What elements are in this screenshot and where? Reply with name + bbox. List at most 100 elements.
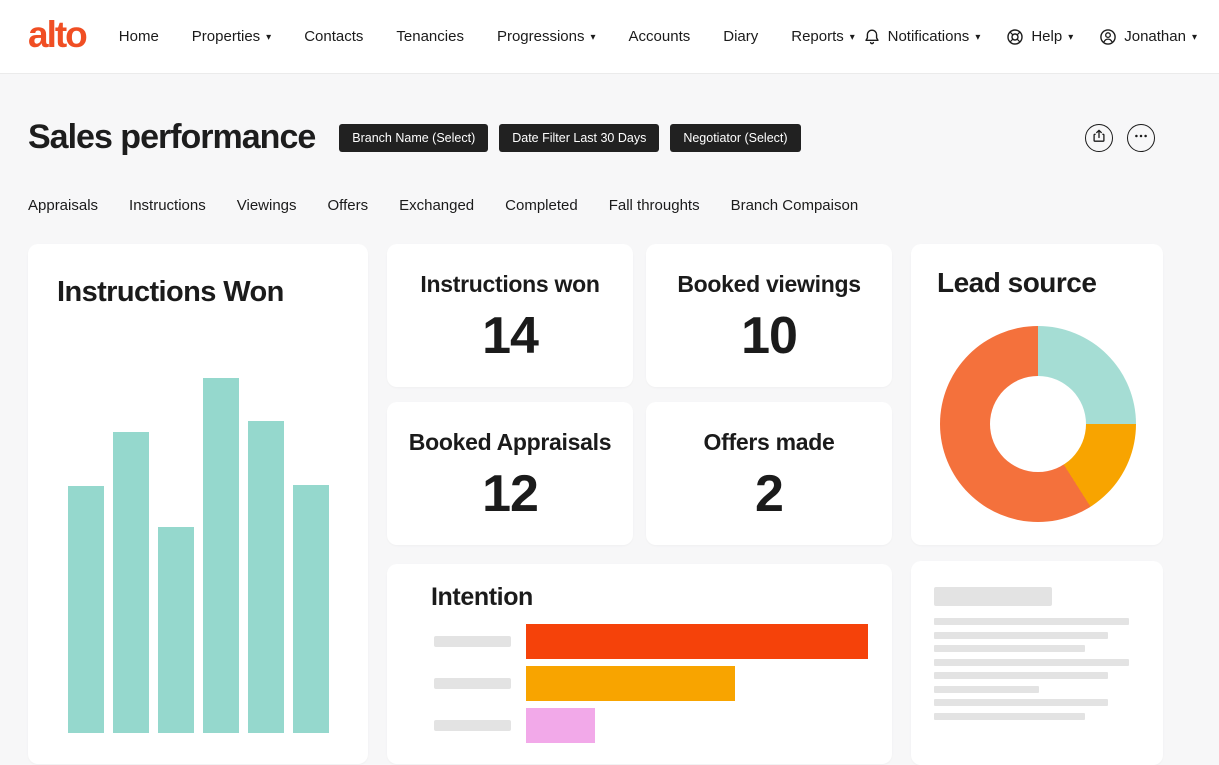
loading-placeholder-card — [911, 561, 1163, 765]
intention-chart-card: Intention — [387, 564, 892, 764]
middle-column: Instructions won 14 Booked viewings 10 Booke… — [387, 244, 892, 764]
tab-branch-compaison[interactable]: Branch Compaison — [730, 197, 859, 214]
kpi-label: Booked viewings — [677, 271, 861, 297]
kpi-label: Instructions won — [420, 271, 600, 297]
category-placeholder — [434, 720, 511, 731]
kpi-card-instructions-won: Instructions won 14 — [387, 244, 633, 387]
nav-item-accounts[interactable]: Accounts — [629, 28, 691, 45]
page-actions — [1085, 123, 1155, 152]
tab-completed[interactable]: Completed — [505, 197, 578, 214]
util-item-label: Help — [1031, 28, 1063, 45]
intention-bar-chart — [387, 624, 892, 743]
util-item-label: Notifications — [887, 28, 970, 45]
nav-item-progressions[interactable]: Progressions ▾ — [497, 28, 596, 45]
nav-item-tenancies[interactable]: Tenancies — [396, 28, 464, 45]
title-row: Sales performance Branch Name (Select) Da… — [28, 118, 1191, 157]
util-item-jonathan[interactable]: Jonathan ▾ — [1098, 27, 1197, 47]
kpi-grid: Instructions won 14 Booked viewings 10 Booke… — [387, 244, 892, 545]
chevron-down-icon: ▾ — [590, 31, 596, 43]
intention-chart-title: Intention — [431, 583, 533, 611]
bell-icon — [862, 27, 882, 47]
placeholder-line — [934, 618, 1129, 625]
intention-row — [387, 666, 892, 701]
placeholder-line — [934, 658, 1129, 666]
nav-item-label: Properties — [191, 28, 261, 45]
nav-item-label: Home — [118, 28, 159, 45]
placeholder-line — [934, 645, 1085, 652]
bar — [203, 378, 239, 733]
nav-item-label: Reports — [791, 28, 844, 45]
instructions-won-bar-chart — [68, 378, 329, 733]
bar — [526, 624, 868, 659]
bar — [158, 527, 194, 733]
intention-row — [387, 708, 892, 743]
chevron-down-icon: ▾ — [975, 31, 981, 43]
nav-item-home[interactable]: Home — [119, 28, 159, 45]
right-column: Lead source — [911, 244, 1163, 765]
nav-item-diary[interactable]: Diary — [723, 28, 758, 45]
placeholder-line — [934, 672, 1108, 679]
intention-row — [387, 624, 892, 659]
utility-nav: Notifications ▾ Help ▾ Jonathan ▾ — [862, 27, 1197, 47]
nav-item-label: Tenancies — [396, 28, 464, 45]
nav-item-label: Accounts — [628, 28, 691, 45]
nav-item-properties[interactable]: Properties ▾ — [192, 28, 271, 45]
kpi-card-booked-viewings: Booked viewings 10 — [646, 244, 892, 387]
lifebuoy-icon — [1005, 27, 1025, 47]
util-item-notifications[interactable]: Notifications ▾ — [862, 27, 981, 47]
share-button[interactable] — [1085, 123, 1113, 152]
kpi-value: 10 — [741, 307, 798, 365]
more-button[interactable] — [1127, 123, 1155, 152]
util-item-help[interactable]: Help ▾ — [1005, 27, 1073, 47]
kpi-value: 14 — [482, 307, 539, 365]
instructions-won-chart-card: Instructions Won — [28, 244, 368, 764]
bar — [68, 486, 104, 733]
kpi-value: 12 — [482, 465, 539, 523]
nav-item-contacts[interactable]: Contacts — [304, 28, 363, 45]
alto-logo[interactable]: alto — [28, 14, 88, 55]
tab-exchanged[interactable]: Exchanged — [399, 197, 475, 214]
kpi-label: Booked Appraisals — [408, 429, 612, 455]
cards-grid: Instructions Won Instructions won 14 Booke… — [28, 244, 1191, 765]
nav-item-label: Progressions — [496, 28, 585, 45]
instructions-won-chart-title: Instructions Won — [57, 276, 284, 308]
placeholder-line — [934, 712, 1085, 720]
nav-item-label: Diary — [723, 28, 759, 45]
chevron-down-icon: ▾ — [1191, 31, 1197, 43]
filter-chip-date-filter-last-30-days[interactable]: Date Filter Last 30 Days — [499, 123, 660, 152]
more-icon — [1133, 128, 1149, 147]
tab-instructions[interactable]: Instructions — [129, 197, 206, 214]
category-placeholder — [434, 636, 511, 647]
lead-source-chart-title: Lead source — [937, 267, 1097, 298]
chevron-down-icon: ▾ — [266, 31, 272, 43]
bar — [293, 485, 329, 733]
bar — [526, 708, 595, 743]
chevron-down-icon: ▾ — [1068, 31, 1074, 43]
placeholder-line — [934, 631, 1108, 639]
bar — [113, 432, 149, 733]
top-nav-bar: alto Home Properties ▾ Contacts Tenancies Pro… — [0, 0, 1219, 74]
nav-item-reports[interactable]: Reports ▾ — [791, 28, 855, 45]
bar — [248, 421, 284, 733]
primary-nav: Home Properties ▾ Contacts Tenancies Progress… — [119, 28, 855, 45]
filter-chip-negotiator-select[interactable]: Negotiator (Select) — [670, 123, 801, 152]
lead-source-donut-chart — [940, 326, 1136, 522]
placeholder-lines — [934, 618, 1163, 720]
tab-offers[interactable]: Offers — [327, 197, 369, 214]
bar — [526, 666, 735, 701]
filter-chip-branch-name-select[interactable]: Branch Name (Select) — [339, 123, 489, 152]
chevron-down-icon: ▾ — [849, 31, 855, 43]
kpi-card-offers-made: Offers made 2 — [646, 402, 892, 545]
placeholder-line — [934, 685, 1039, 693]
category-placeholder — [434, 678, 511, 689]
report-tabs: Appraisals Instructions Viewings Offers Exch… — [28, 197, 1191, 214]
kpi-label: Offers made — [703, 429, 835, 455]
tab-viewings[interactable]: Viewings — [236, 197, 297, 214]
page-title: Sales performance — [28, 118, 316, 156]
share-icon — [1091, 128, 1107, 147]
nav-item-label: Contacts — [304, 28, 364, 45]
user-icon — [1098, 27, 1118, 47]
lead-source-chart-card: Lead source — [911, 244, 1163, 545]
tab-appraisals[interactable]: Appraisals — [28, 197, 99, 214]
tab-fall-throughts[interactable]: Fall throughts — [608, 197, 700, 214]
